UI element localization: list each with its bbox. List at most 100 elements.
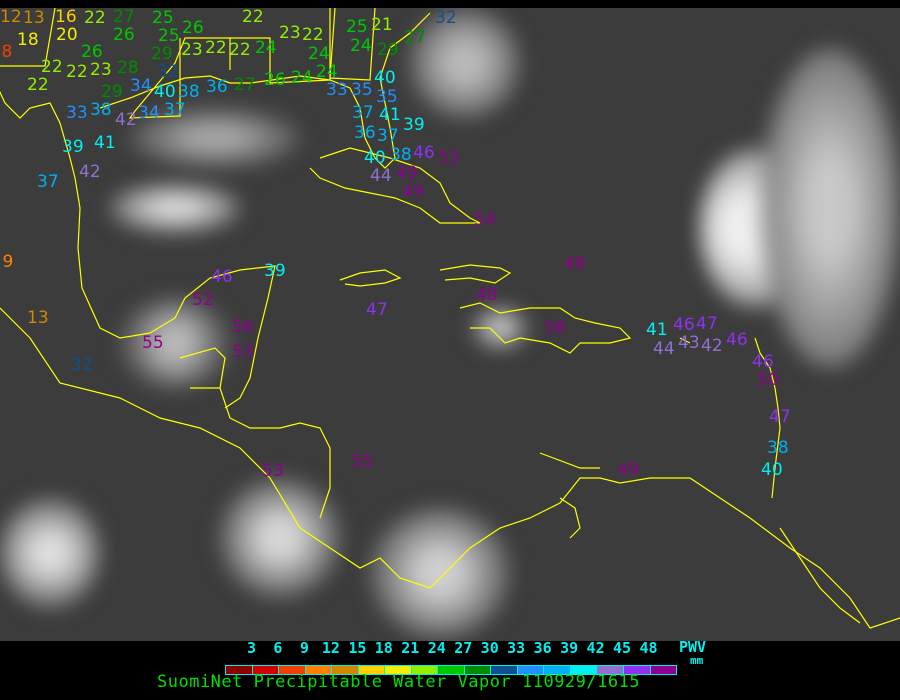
station-pwv-label: 26 bbox=[264, 69, 286, 90]
station-pwv-label: 38 bbox=[767, 437, 789, 458]
station-pwv-label: 53 bbox=[232, 341, 254, 362]
station-pwv-label: 38 bbox=[90, 99, 112, 120]
station-pwv-label: 26 bbox=[113, 24, 135, 45]
station-pwv-label: 36 bbox=[206, 76, 228, 97]
legend-tick-label: 21 bbox=[401, 639, 420, 657]
legend-swatch bbox=[438, 666, 465, 674]
station-pwv-label: 48 bbox=[564, 253, 586, 274]
legend-tick-label: 18 bbox=[374, 639, 393, 657]
station-pwv-label: 24 bbox=[255, 37, 277, 58]
legend-tick-label: 48 bbox=[639, 639, 658, 657]
station-pwv-label: 8 bbox=[1, 41, 13, 62]
station-pwv-label: 22 bbox=[66, 61, 88, 82]
station-pwv-label: 18 bbox=[17, 29, 39, 50]
station-pwv-label: 24 bbox=[350, 35, 372, 56]
station-pwv-label: 47 bbox=[696, 313, 718, 334]
station-pwv-label: 38 bbox=[390, 144, 412, 165]
station-pwv-label: 23 bbox=[279, 22, 301, 43]
legend-swatch bbox=[650, 666, 677, 674]
station-pwv-label: 55 bbox=[352, 451, 374, 472]
legend-tick-label: 45 bbox=[613, 639, 632, 657]
station-pwv-label: 56 bbox=[544, 317, 566, 338]
station-pwv-label: 27 bbox=[234, 74, 256, 95]
legend-tick-label: 42 bbox=[586, 639, 605, 657]
legend-tick-label: 6 bbox=[273, 639, 283, 657]
station-pwv-label: 26 bbox=[182, 17, 204, 38]
legend-swatch bbox=[332, 666, 359, 674]
legend-swatch bbox=[517, 666, 545, 674]
station-pwv-label: 39 bbox=[403, 114, 425, 135]
station-pwv-label: 39 bbox=[62, 136, 84, 157]
station-pwv-label: 48 bbox=[476, 284, 498, 305]
legend-swatch bbox=[597, 666, 624, 674]
station-pwv-label: 21 bbox=[371, 14, 393, 35]
station-pwv-label: 38 bbox=[178, 81, 200, 102]
station-pwv-label: 42 bbox=[701, 335, 723, 356]
legend-tick-label: 30 bbox=[480, 639, 499, 657]
station-pwv-label: 53 bbox=[262, 460, 284, 481]
legend-tick-label: 15 bbox=[348, 639, 367, 657]
station-pwv-label: 52 bbox=[192, 289, 214, 310]
station-pwv-label: 46 bbox=[211, 266, 233, 287]
station-pwv-label: 25 bbox=[152, 8, 174, 28]
legend-swatch bbox=[252, 666, 280, 674]
product-title: SuomiNet Precipitable Water Vapor 110929… bbox=[157, 672, 641, 692]
station-pwv-label: 29 bbox=[151, 43, 173, 64]
station-pwv-label: 49 bbox=[402, 181, 424, 202]
station-pwv-label: 46 bbox=[673, 314, 695, 335]
station-pwv-label: 46 bbox=[726, 329, 748, 350]
station-pwv-label: 41 bbox=[379, 104, 401, 125]
station-pwv-label: 34 bbox=[138, 102, 160, 123]
station-pwv-label: 22 bbox=[302, 24, 324, 45]
legend-swatch bbox=[570, 666, 598, 674]
station-pwv-label: 50 bbox=[757, 369, 779, 390]
legend-tick-label: 36 bbox=[533, 639, 552, 657]
station-pwv-label: 32 bbox=[157, 61, 179, 82]
cloud bbox=[760, 48, 900, 368]
station-pwv-label: 37 bbox=[164, 99, 186, 120]
station-pwv-label: 49 bbox=[617, 459, 639, 480]
station-pwv-label: 25 bbox=[158, 25, 180, 46]
station-pwv-label: 46 bbox=[752, 351, 774, 372]
station-pwv-label: 35 bbox=[376, 86, 398, 107]
legend-tick-label: 9 bbox=[299, 639, 309, 657]
station-pwv-label: 40 bbox=[374, 67, 396, 88]
legend-tick-label: 24 bbox=[427, 639, 446, 657]
station-pwv-label: 39 bbox=[264, 260, 286, 281]
cloud bbox=[130, 108, 300, 168]
satellite-image: 12 13 16 22 27 26 25 25 26 20 18 8 26 29 23 22 22 24 22 22 2… bbox=[0, 8, 900, 641]
station-pwv-label: 33 bbox=[66, 102, 88, 123]
legend-swatch bbox=[226, 666, 253, 674]
station-pwv-label: 12 bbox=[0, 8, 22, 27]
legend-swatch bbox=[305, 666, 333, 674]
legend-swatch bbox=[491, 666, 518, 674]
cloud bbox=[110, 183, 240, 233]
station-pwv-label: 23 bbox=[181, 39, 203, 60]
station-pwv-label: 47 bbox=[769, 406, 791, 427]
station-pwv-label: 22 bbox=[84, 8, 106, 28]
legend-swatch bbox=[385, 666, 412, 674]
station-pwv-label: 22 bbox=[205, 37, 227, 58]
station-pwv-label: 22 bbox=[41, 56, 63, 77]
station-pwv-label: 54 bbox=[474, 209, 496, 230]
station-pwv-label: 32 bbox=[71, 354, 93, 375]
station-pwv-label: 34 bbox=[130, 75, 152, 96]
station-pwv-label: 42 bbox=[115, 109, 137, 130]
station-pwv-label: 22 bbox=[242, 8, 264, 27]
station-pwv-label: 13 bbox=[23, 8, 45, 28]
cloud bbox=[410, 8, 520, 118]
station-pwv-label: 25 bbox=[346, 16, 368, 37]
station-pwv-label: 40 bbox=[761, 459, 783, 480]
station-pwv-label: 29 bbox=[377, 39, 399, 60]
legend-swatch bbox=[464, 666, 492, 674]
station-pwv-label: 33 bbox=[326, 79, 348, 100]
legend-tick-label: 12 bbox=[321, 639, 340, 657]
station-pwv-label: 37 bbox=[37, 171, 59, 192]
station-pwv-label: 42 bbox=[79, 161, 101, 182]
station-pwv-label: 56 bbox=[232, 316, 254, 337]
legend-swatch bbox=[623, 666, 651, 674]
coastline-overlay bbox=[0, 8, 900, 629]
legend-unit-mm: mm bbox=[690, 654, 704, 667]
station-pwv-label: 9 bbox=[2, 251, 14, 272]
